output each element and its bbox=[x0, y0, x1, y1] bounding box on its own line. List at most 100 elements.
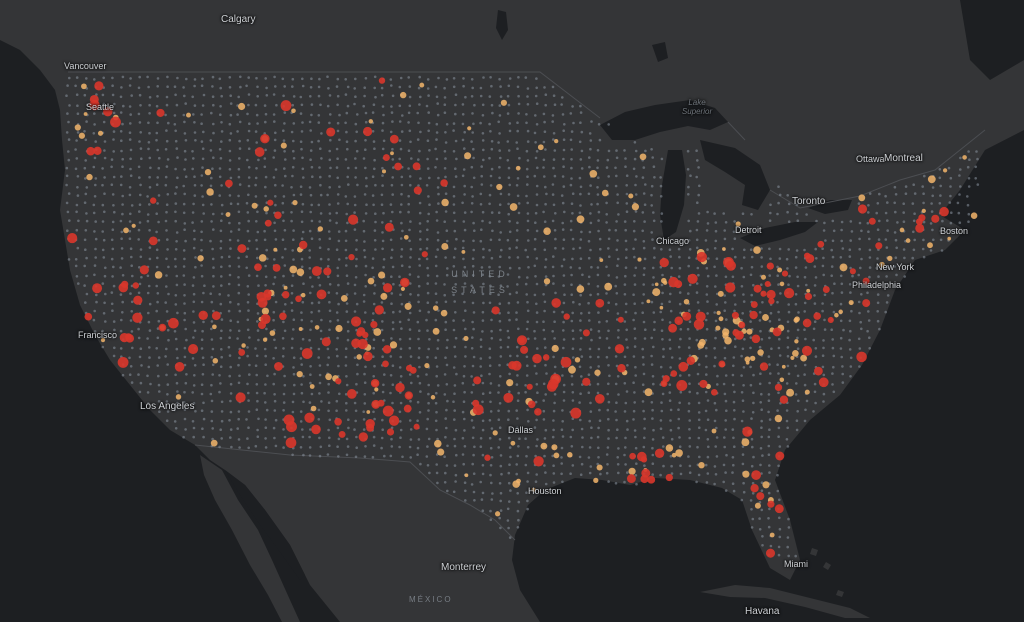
low-count-dot bbox=[479, 94, 483, 98]
low-count-dot bbox=[461, 122, 465, 126]
low-count-dot bbox=[507, 84, 511, 88]
low-count-dot bbox=[391, 364, 395, 368]
low-count-dot bbox=[417, 184, 420, 187]
low-count-dot bbox=[697, 212, 701, 215]
low-count-dot bbox=[786, 426, 789, 430]
low-count-dot bbox=[247, 76, 250, 79]
low-count-dot bbox=[893, 283, 896, 287]
mid-count-dot bbox=[887, 255, 893, 262]
low-count-dot bbox=[210, 320, 214, 323]
low-count-dot bbox=[299, 193, 303, 196]
low-count-dot bbox=[481, 292, 485, 296]
low-count-dot bbox=[597, 365, 600, 368]
low-count-dot bbox=[300, 363, 304, 366]
high-count-dot bbox=[257, 297, 268, 308]
low-count-dot bbox=[74, 167, 78, 171]
mid-count-dot bbox=[356, 354, 362, 360]
low-count-dot bbox=[337, 283, 340, 287]
low-count-dot bbox=[515, 184, 519, 187]
low-count-dot bbox=[714, 445, 717, 448]
low-count-dot bbox=[272, 156, 276, 159]
low-count-dot bbox=[148, 246, 152, 249]
low-count-dot bbox=[408, 228, 411, 232]
low-count-dot bbox=[399, 428, 403, 432]
low-count-dot bbox=[571, 391, 575, 394]
low-count-dot bbox=[372, 203, 375, 207]
low-count-dot bbox=[453, 300, 457, 303]
low-count-dot bbox=[479, 365, 483, 368]
low-count-dot bbox=[283, 229, 287, 232]
low-count-dot bbox=[579, 392, 582, 396]
low-count-dot bbox=[290, 130, 294, 134]
low-count-dot bbox=[508, 247, 512, 250]
low-count-dot bbox=[769, 311, 773, 315]
low-count-dot bbox=[615, 220, 618, 223]
low-count-dot bbox=[146, 219, 150, 223]
low-count-dot bbox=[120, 139, 123, 142]
low-count-dot bbox=[650, 184, 654, 188]
low-count-dot bbox=[220, 355, 223, 359]
low-count-dot bbox=[470, 202, 474, 205]
low-count-dot bbox=[427, 409, 430, 412]
low-count-dot bbox=[220, 184, 223, 187]
high-count-dot bbox=[503, 392, 514, 403]
low-count-dot bbox=[688, 248, 692, 251]
low-count-dot bbox=[173, 85, 177, 88]
low-count-dot bbox=[542, 320, 545, 324]
low-count-dot bbox=[526, 175, 529, 178]
low-count-dot bbox=[399, 237, 403, 240]
low-count-dot bbox=[596, 435, 600, 439]
low-count-dot bbox=[785, 382, 789, 385]
low-count-dot bbox=[796, 347, 800, 351]
high-count-dot bbox=[742, 426, 753, 437]
low-count-dot bbox=[202, 401, 205, 405]
low-count-dot bbox=[867, 230, 870, 233]
low-count-dot bbox=[246, 346, 249, 349]
low-count-dot bbox=[687, 373, 691, 377]
low-count-dot bbox=[210, 399, 214, 403]
low-count-dot bbox=[317, 408, 321, 412]
low-count-dot bbox=[688, 471, 692, 475]
low-count-dot bbox=[121, 274, 125, 277]
low-count-dot bbox=[200, 140, 204, 143]
low-count-dot bbox=[599, 472, 602, 476]
low-count-dot bbox=[695, 175, 698, 179]
low-count-dot bbox=[283, 264, 287, 267]
low-count-dot bbox=[958, 221, 962, 224]
low-count-dot bbox=[571, 237, 575, 241]
low-count-dot bbox=[767, 444, 771, 448]
low-count-dot bbox=[355, 446, 359, 450]
low-count-dot bbox=[337, 302, 340, 306]
low-count-dot bbox=[238, 374, 241, 378]
low-count-dot bbox=[580, 427, 584, 431]
low-count-dot bbox=[623, 320, 627, 323]
low-count-dot bbox=[210, 220, 213, 223]
low-count-dot bbox=[704, 428, 708, 432]
low-count-dot bbox=[499, 499, 503, 503]
mid-count-dot bbox=[390, 151, 394, 156]
mid-count-dot bbox=[430, 395, 436, 400]
high-count-dot bbox=[668, 323, 678, 333]
low-count-dot bbox=[390, 437, 393, 441]
low-count-dot bbox=[587, 275, 591, 279]
low-count-dot bbox=[534, 156, 538, 160]
low-count-dot bbox=[427, 347, 431, 351]
low-count-dot bbox=[148, 329, 152, 332]
high-count-dot bbox=[363, 126, 373, 137]
low-count-dot bbox=[319, 212, 323, 215]
low-count-dot bbox=[301, 156, 304, 160]
low-count-dot bbox=[373, 229, 377, 232]
high-count-dot bbox=[382, 360, 389, 368]
low-count-dot bbox=[65, 174, 69, 178]
low-count-dot bbox=[255, 320, 259, 323]
low-count-dot bbox=[300, 318, 304, 322]
low-count-dot bbox=[488, 391, 492, 395]
low-count-dot bbox=[130, 310, 133, 313]
mid-count-dot bbox=[942, 168, 948, 173]
mid-count-dot bbox=[722, 247, 726, 251]
low-count-dot bbox=[371, 266, 374, 270]
mid-count-dot bbox=[296, 370, 303, 378]
low-count-dot bbox=[533, 174, 537, 178]
low-count-dot bbox=[319, 257, 323, 261]
